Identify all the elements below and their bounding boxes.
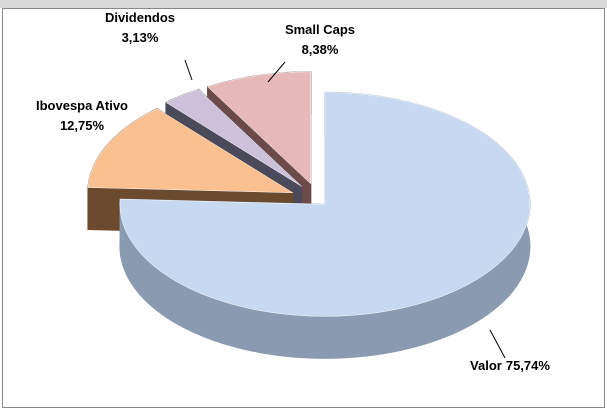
label-value: 3,13% (122, 30, 159, 45)
label-value: 12,75% (60, 118, 105, 133)
slice-top (165, 89, 302, 187)
top-bar (0, 0, 607, 8)
label-name: Small Caps (285, 22, 355, 37)
slice-top (119, 92, 531, 317)
slice-top (207, 71, 311, 185)
label-name: Dividendos (105, 10, 175, 25)
slice-top (87, 108, 294, 194)
data-label: Small Caps 8,38% (285, 22, 355, 57)
label-name: Valor (470, 358, 502, 373)
slice (119, 91, 531, 359)
label-value: 8,38% (302, 42, 339, 57)
label-value: 75,74% (506, 358, 551, 373)
data-label: Dividendos 3,13% (105, 10, 175, 45)
data-label: Valor 75,74% (470, 358, 550, 373)
leader-line (184, 59, 193, 81)
leader-line (267, 61, 286, 83)
label-name: Ibovespa Ativo (36, 98, 128, 113)
leader-line (489, 329, 506, 359)
data-label: Ibovespa Ativo 12,75% (36, 98, 128, 133)
